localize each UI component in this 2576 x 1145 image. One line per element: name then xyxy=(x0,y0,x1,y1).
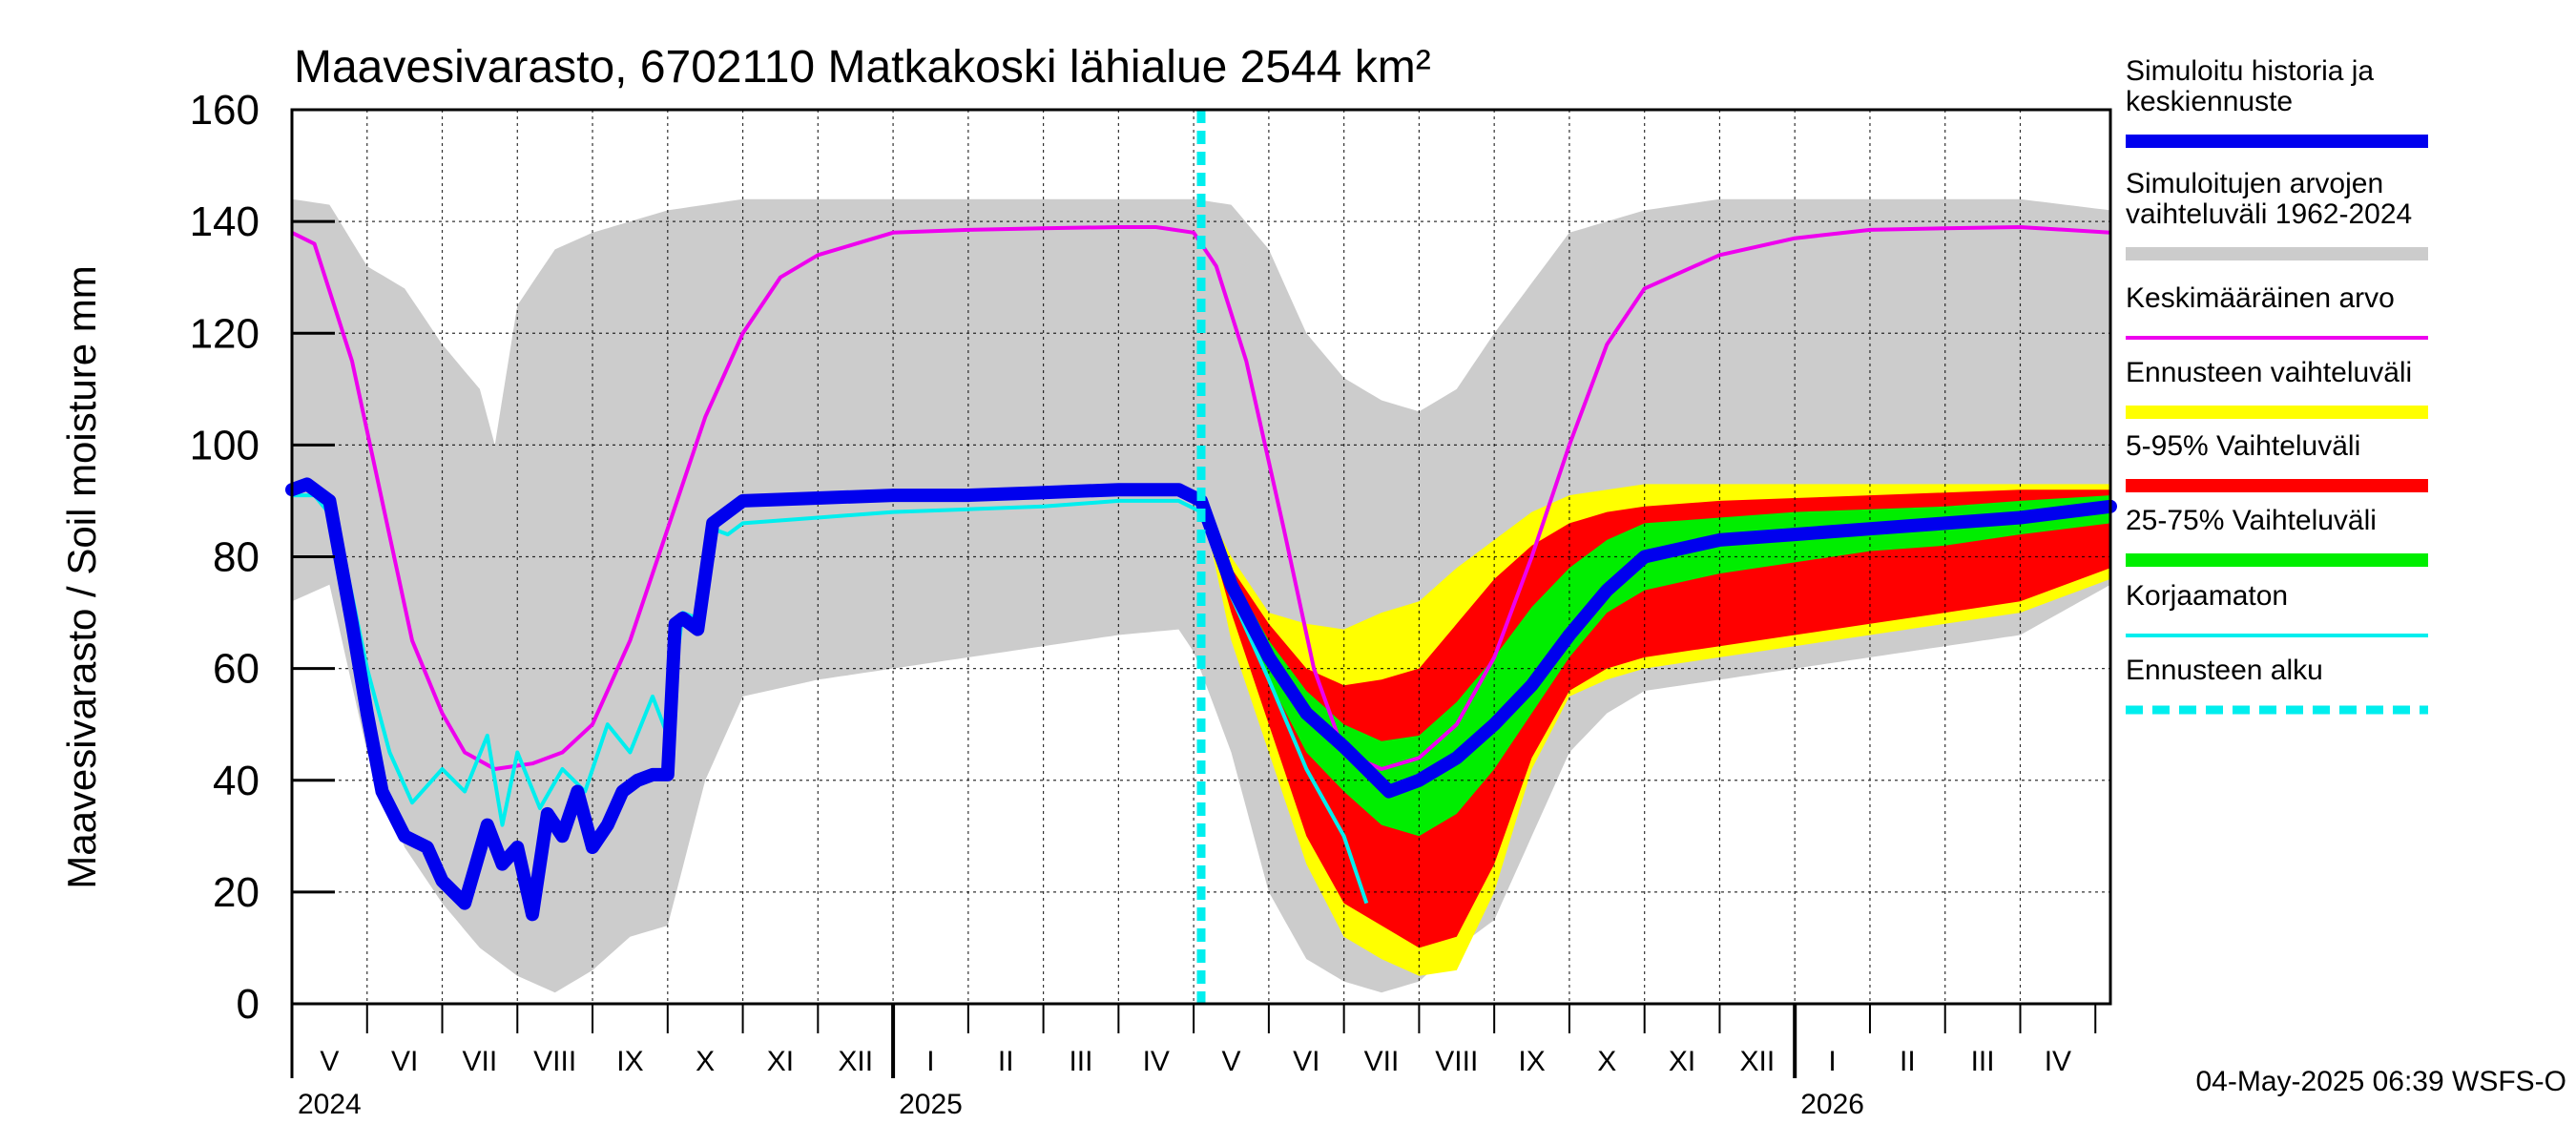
year-label: 2026 xyxy=(1800,1089,1864,1120)
month-label: VI xyxy=(1293,1046,1319,1077)
y-tick-label: 140 xyxy=(190,198,260,245)
legend-label: 5-95% Vaihteluväli xyxy=(2126,430,2360,462)
y-tick-label: 160 xyxy=(190,87,260,134)
month-label: IX xyxy=(1518,1046,1545,1077)
month-label: X xyxy=(1597,1046,1616,1077)
month-label: VI xyxy=(391,1046,418,1077)
legend-label: Korjaamaton xyxy=(2126,580,2288,612)
year-label: 2024 xyxy=(298,1089,362,1120)
chart-title: Maavesivarasto, 6702110 Matkakoski lähia… xyxy=(294,42,1431,93)
month-label: V xyxy=(1221,1046,1240,1077)
legend-label: Ennusteen vaihteluväli xyxy=(2126,357,2412,388)
month-label: X xyxy=(696,1046,715,1077)
month-label: XII xyxy=(1739,1046,1775,1077)
month-label: I xyxy=(1828,1046,1836,1077)
legend-label: keskiennuste xyxy=(2126,86,2293,117)
axes xyxy=(290,108,2112,1078)
month-label: II xyxy=(1900,1046,1916,1077)
month-label: IV xyxy=(1143,1046,1170,1077)
month-label: III xyxy=(1069,1046,1092,1077)
month-label: VII xyxy=(1364,1046,1400,1077)
y-tick-label: 40 xyxy=(213,758,260,804)
month-label: IX xyxy=(616,1046,643,1077)
month-label: IV xyxy=(2045,1046,2071,1077)
y-tick-label: 80 xyxy=(213,534,260,581)
month-label: VIII xyxy=(533,1046,576,1077)
footer-timestamp: 04-May-2025 06:39 WSFS-O xyxy=(2196,1066,2567,1097)
legend-label: Simuloitu historia ja xyxy=(2126,55,2374,87)
y-axis-label: Maavesivarasto / Soil moisture mm xyxy=(59,265,104,889)
y-axis-tick-labels: 0 20 40 60 80 100 120 140 160 xyxy=(190,87,260,1028)
legend-label: vaihteluväli 1962-2024 xyxy=(2126,198,2412,230)
legend-label: 25-75% Vaihteluväli xyxy=(2126,505,2377,536)
y-tick-label: 20 xyxy=(213,869,260,916)
x-axis-year-labels: 2024 2025 2026 xyxy=(298,1089,1864,1120)
y-tick-label: 120 xyxy=(190,310,260,357)
legend-label: Ennusteen alku xyxy=(2126,655,2323,686)
month-label: II xyxy=(998,1046,1014,1077)
month-label: V xyxy=(320,1046,339,1077)
month-label: XI xyxy=(1669,1046,1695,1077)
x-axis-month-labels: V VI VII VIII IX X XI XII I II III IV V VI VII VIII IX X X… xyxy=(320,1046,2071,1077)
month-label: I xyxy=(926,1046,934,1077)
legend-label: Simuloitujen arvojen xyxy=(2126,168,2383,199)
history-forecast-line xyxy=(285,477,2117,922)
month-label: XII xyxy=(838,1046,873,1077)
y-tick-label: 0 xyxy=(237,981,260,1028)
month-label: XI xyxy=(767,1046,794,1077)
y-tick-label: 100 xyxy=(190,422,260,468)
legend-label: Keskimääräinen arvo xyxy=(2126,282,2395,314)
year-label: 2025 xyxy=(899,1089,963,1120)
month-label: III xyxy=(1971,1046,1995,1077)
month-label: VII xyxy=(463,1046,498,1077)
series-lines-layer xyxy=(285,110,2117,1004)
month-label: VIII xyxy=(1435,1046,1478,1077)
y-tick-label: 60 xyxy=(213,646,260,693)
forecast-5-95-band xyxy=(1201,489,2110,948)
